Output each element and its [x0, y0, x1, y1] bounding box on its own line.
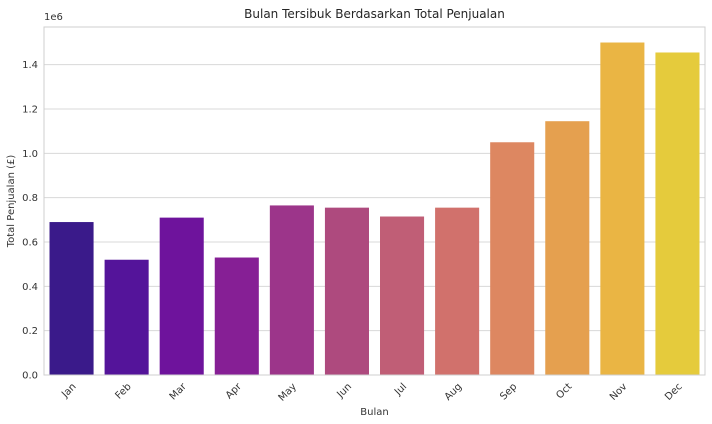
bar-jan: [49, 222, 94, 375]
grid-lines: [44, 64, 705, 376]
bar-mar: [159, 217, 204, 375]
chart-title: Bulan Tersibuk Berdasarkan Total Penjual…: [244, 7, 505, 21]
x-tick-label: Mar: [168, 381, 190, 403]
x-tick-label: Jan: [59, 381, 78, 400]
y-tick-label: 1.4: [22, 60, 38, 71]
x-tick-label: Jun: [335, 381, 355, 401]
y-axis-title: Total Penjualan (£): [6, 155, 17, 249]
x-tick-label: Dec: [663, 381, 684, 402]
x-tick-label: Oct: [554, 381, 574, 401]
plot-frame: [43, 26, 706, 376]
bar-may: [269, 205, 314, 375]
bar-jun: [324, 207, 369, 375]
x-tick-label: Aug: [443, 381, 465, 403]
x-tick-label: Sep: [498, 381, 519, 402]
x-tick-label: Apr: [224, 381, 245, 402]
y-tick-label: 1.0: [22, 149, 38, 160]
x-tick-labels: Jan Feb Mar Apr May Jun Jul Aug Sep Oct Nov Dec: [59, 381, 684, 404]
y-tick-label: 0.8: [22, 193, 38, 204]
x-tick-label: Jul: [392, 381, 409, 398]
y-tick-label: 0.6: [22, 238, 38, 249]
x-tick-label: Feb: [113, 381, 133, 401]
y-tick-label: 0.0: [22, 371, 38, 382]
x-axis-title: Bulan: [360, 407, 388, 418]
bar-aug: [435, 207, 480, 375]
y-tick-label: 0.4: [22, 282, 38, 293]
x-tick-label: Nov: [608, 381, 630, 403]
y-offset-label: 1e6: [44, 12, 63, 23]
bar-apr: [214, 257, 259, 375]
bar-feb: [104, 259, 149, 375]
bars: [49, 42, 700, 375]
bar-jul: [380, 216, 425, 375]
x-tick-label: May: [277, 381, 299, 403]
bar-nov: [600, 42, 645, 375]
bar-oct: [545, 121, 590, 375]
y-tick-label: 1.2: [22, 105, 38, 116]
bar-dec: [655, 52, 700, 375]
y-tick-labels: 0.0 0.2 0.4 0.6 0.8 1.0 1.2 1.4: [22, 60, 38, 381]
bar-sep: [490, 142, 535, 375]
y-tick-label: 0.2: [22, 326, 38, 337]
